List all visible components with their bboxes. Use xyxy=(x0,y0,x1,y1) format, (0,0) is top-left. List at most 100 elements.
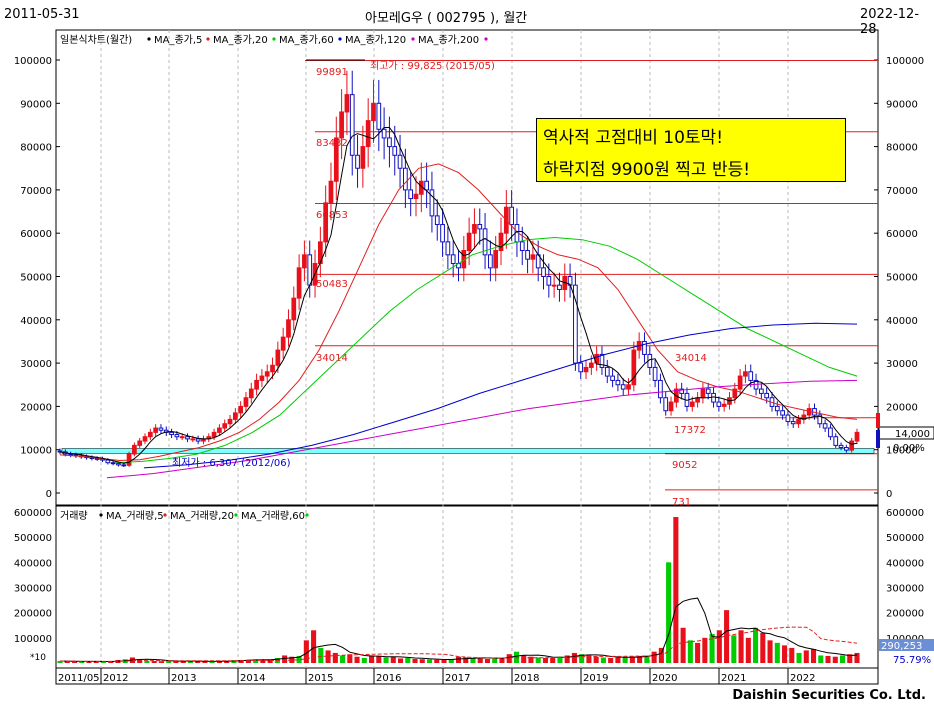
price-marker-down xyxy=(876,430,880,448)
candle-body xyxy=(780,410,785,416)
candle-body xyxy=(498,232,504,252)
price-axis-label-left: 50000 xyxy=(20,273,52,284)
volume-bar xyxy=(57,660,63,663)
candle-body xyxy=(631,349,637,386)
candle-body xyxy=(291,297,297,321)
year-label: 2012 xyxy=(103,673,128,684)
volume-legend-label: 거래량 xyxy=(60,510,88,522)
candle-body xyxy=(227,418,233,425)
candle-body xyxy=(642,340,647,355)
volume-bar xyxy=(405,657,411,663)
candle-body xyxy=(658,379,663,399)
candle-body xyxy=(796,418,801,425)
volume-bar xyxy=(253,659,259,663)
volume-bar xyxy=(390,656,396,663)
level-label: 34014 xyxy=(316,353,348,364)
candle-body xyxy=(509,206,514,226)
candle-body xyxy=(610,375,615,381)
candle-body xyxy=(376,102,382,130)
volume-bar xyxy=(622,656,628,663)
volume-bar xyxy=(361,657,367,663)
candle-body xyxy=(445,241,451,256)
level-label: 9052 xyxy=(672,460,697,471)
volume-axis-label-right: 300000 xyxy=(886,584,924,595)
ma-line-5 xyxy=(59,127,858,464)
volume-bar xyxy=(434,659,440,663)
year-label: 2013 xyxy=(171,673,196,684)
volume-bar xyxy=(760,632,766,663)
year-label: 2014 xyxy=(240,673,265,684)
candle-body xyxy=(737,375,743,390)
candle-body xyxy=(604,366,610,377)
volume-bar xyxy=(782,645,788,663)
price-axis-label-left: 10000 xyxy=(20,446,52,457)
volume-bar xyxy=(158,661,164,663)
candle-body xyxy=(222,423,228,429)
candle-body xyxy=(822,423,828,429)
volume-bar xyxy=(586,655,592,663)
legend-dot xyxy=(484,37,488,41)
candle-body xyxy=(716,401,722,407)
legend-dot xyxy=(272,37,276,41)
price-axis-label-right: 20000 xyxy=(886,402,918,413)
volume-bar xyxy=(680,627,686,663)
volume-bar xyxy=(731,635,737,663)
volume-bar xyxy=(557,656,563,663)
volume-axis-label-left: 400000 xyxy=(14,558,52,569)
candle-body xyxy=(519,241,525,252)
volume-bar xyxy=(311,630,317,663)
candle-body xyxy=(466,232,472,252)
candle-body xyxy=(270,364,275,373)
candle-body xyxy=(328,180,334,204)
volume-bar xyxy=(521,655,527,663)
candle-body xyxy=(748,371,754,381)
volume-bar xyxy=(564,655,570,663)
volume-axis-label-right: 600000 xyxy=(886,508,924,519)
volume-bar xyxy=(825,655,831,663)
candle-body xyxy=(689,401,695,407)
candle-body xyxy=(238,405,244,414)
price-axis-label-left: 0 xyxy=(46,489,52,500)
price-legend-label: 일본식차트(월간) xyxy=(60,34,132,46)
candle-body xyxy=(132,444,137,455)
year-label: 2021 xyxy=(721,673,746,684)
candle-body xyxy=(232,412,238,420)
volume-bar xyxy=(470,657,476,663)
price-axis-label-right: 0 xyxy=(886,489,892,500)
volume-bar xyxy=(448,659,454,663)
year-label: 2015 xyxy=(308,673,333,684)
legend-dot xyxy=(305,513,309,517)
candle-body xyxy=(339,111,344,139)
volume-bar xyxy=(528,656,534,663)
legend-dot xyxy=(99,513,103,517)
volume-bar xyxy=(716,630,722,663)
volume-multiplier: *10 xyxy=(30,653,46,663)
candle-body xyxy=(397,154,403,169)
volume-axis-label-right: 500000 xyxy=(886,533,924,544)
volume-axis-label-right: 400000 xyxy=(886,558,924,569)
candle-body xyxy=(588,362,594,368)
price-legend-item: MA_종가,60 xyxy=(279,34,334,46)
candle-body xyxy=(764,392,770,399)
candle-body xyxy=(599,353,605,368)
price-axis-label-right: 80000 xyxy=(886,143,918,154)
candle-body xyxy=(434,215,440,226)
candle-body xyxy=(153,427,158,433)
volume-bar xyxy=(702,637,708,663)
candle-body xyxy=(381,128,387,139)
volume-bar xyxy=(535,657,541,663)
price-axis-label-right: 90000 xyxy=(886,99,918,110)
volume-bar xyxy=(303,640,309,663)
year-label: 2018 xyxy=(514,673,539,684)
volume-bar xyxy=(267,659,273,663)
candle-body xyxy=(626,384,631,390)
volume-bar xyxy=(774,642,780,663)
candle-body xyxy=(185,436,190,440)
volume-bar xyxy=(238,659,244,663)
volume-axis-label-left: 600000 xyxy=(14,508,52,519)
level-label: 17372 xyxy=(674,425,706,436)
legend-dot xyxy=(163,513,167,517)
candle-body xyxy=(844,447,849,451)
volume-legend-item: MA_거래량,20 xyxy=(170,510,234,522)
